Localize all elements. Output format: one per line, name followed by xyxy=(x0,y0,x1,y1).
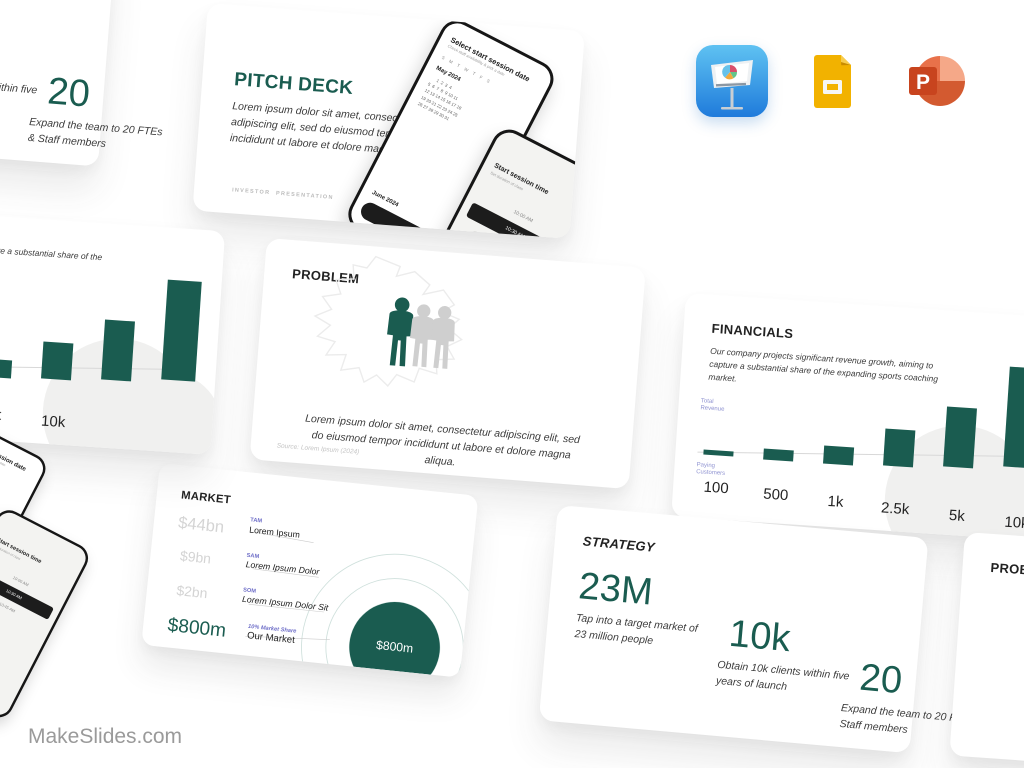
svg-text:$17,500,000: $17,500,000 xyxy=(106,313,134,321)
svg-text:10k: 10k xyxy=(41,413,67,432)
svg-text:$5,750,000: $5,750,000 xyxy=(46,335,72,343)
svg-text:$17,500,000: $17,500,000 xyxy=(948,400,976,408)
svg-text:5k: 5k xyxy=(0,406,2,424)
svg-text:Customers: Customers xyxy=(696,469,725,477)
svg-text:$5,750,000: $5,750,000 xyxy=(888,422,914,430)
svg-text:10k: 10k xyxy=(1004,514,1024,533)
svg-text:Paying: Paying xyxy=(696,462,715,469)
svg-text:Total: Total xyxy=(701,398,714,405)
svg-text:2.5k: 2.5k xyxy=(880,499,910,518)
svg-text:Revenue: Revenue xyxy=(700,405,725,413)
svg-text:$2,300,000: $2,300,000 xyxy=(0,352,10,360)
svg-text:500: 500 xyxy=(763,486,789,505)
svg-text:$2,300,000: $2,300,000 xyxy=(827,439,853,447)
svg-text:5k: 5k xyxy=(948,507,965,525)
svg-text:$35,000,000: $35,000,000 xyxy=(171,273,199,281)
svg-text:$100,000: $100,000 xyxy=(708,444,729,451)
svg-text:$35,000,000: $35,000,000 xyxy=(1013,360,1024,368)
svg-text:P: P xyxy=(916,71,930,94)
svg-text:100: 100 xyxy=(703,479,729,498)
svg-text:1k: 1k xyxy=(827,493,844,511)
